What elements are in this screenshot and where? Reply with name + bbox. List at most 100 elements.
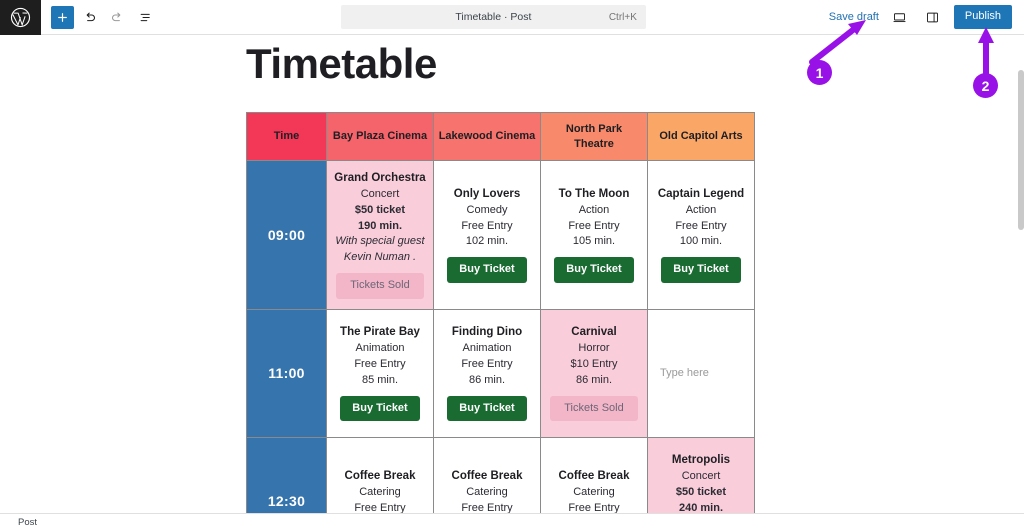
event-detail-line: Concert	[681, 470, 721, 483]
add-block-button[interactable]	[51, 5, 74, 29]
event-detail-line: Concert	[360, 187, 400, 200]
editor-canvas: Timetable Time Bay Plaza Cinema Lakewood C…	[0, 35, 1024, 513]
event-detail-line: Comedy	[466, 203, 508, 216]
buy-ticket-button[interactable]: Buy Ticket	[447, 257, 527, 283]
event-detail-line: With special guest	[335, 235, 425, 248]
event-detail-line: Animation	[462, 341, 512, 354]
timetable-event-cell[interactable]: Only Lovers Comedy Free Entry 102 min. Buy T…	[433, 160, 541, 310]
timetable-event-cell[interactable]: The Pirate Bay Animation Free Entry 85 min.…	[326, 308, 434, 438]
event-detail-line: Catering	[359, 485, 401, 498]
event-detail-line: Action	[685, 203, 717, 216]
event-detail-line: Animation	[355, 341, 405, 354]
event-detail-line: $50 ticket	[675, 485, 727, 498]
command-bar-shortcut: Ctrl+K	[608, 11, 637, 23]
event-detail-line: Catering	[466, 485, 508, 498]
event-detail-line: 240 min.	[678, 501, 724, 513]
event-title: Carnival	[571, 326, 617, 339]
event-detail-line: Free Entry	[568, 501, 620, 513]
event-title: The Pirate Bay	[340, 326, 420, 339]
event-detail-line: 100 min.	[679, 235, 723, 248]
buy-ticket-button[interactable]: Buy Ticket	[661, 257, 741, 283]
annotation-marker-2: 2	[973, 73, 998, 98]
redo-button[interactable]	[104, 4, 130, 30]
timetable-body: 09:00 Grand Orchestra Concert $50 ticket 190…	[246, 160, 755, 513]
event-detail-line: Catering	[573, 485, 615, 498]
timetable-event-cell[interactable]: Grand Orchestra Concert $50 ticket 190 min.…	[326, 160, 434, 310]
timetable-header-cell[interactable]: Bay Plaza Cinema	[326, 112, 434, 161]
desktop-preview-icon[interactable]	[888, 5, 912, 29]
settings-panel-icon[interactable]	[921, 5, 945, 29]
timetable-block: Time Bay Plaza Cinema Lakewood Cinema North…	[246, 112, 755, 513]
toolbar-right-group: Save draft Publish	[829, 5, 1024, 29]
publish-button[interactable]: Publish	[953, 5, 1012, 29]
event-title: Metropolis	[671, 454, 731, 467]
timetable-header-cell[interactable]: North Park Theatre	[540, 112, 648, 161]
buy-ticket-button[interactable]: Buy Ticket	[340, 395, 420, 421]
timetable-event-cell[interactable]: Captain Legend Action Free Entry 100 min. Bu…	[647, 160, 755, 310]
editor-toolbar: Timetable · Post Ctrl+K Save draft Publi…	[0, 0, 1024, 35]
command-bar-title: Timetable · Post	[455, 11, 532, 23]
timetable-event-cell[interactable]: Carnival Horror $10 Entry 86 min. Tickets So…	[540, 308, 648, 438]
tickets-sold-badge: Tickets Sold	[336, 273, 424, 299]
command-palette-bar[interactable]: Timetable · Post Ctrl+K	[340, 5, 646, 29]
timetable-header-cell[interactable]: Time	[246, 112, 327, 161]
event-title: Captain Legend	[657, 187, 745, 200]
breadcrumb[interactable]: Post	[18, 516, 38, 528]
event-detail-line: 190 min.	[357, 219, 403, 232]
event-detail-line: $50 ticket	[354, 203, 406, 216]
event-detail-line: 102 min.	[465, 235, 509, 248]
event-detail-line: Free Entry	[354, 501, 406, 513]
event-title: Grand Orchestra	[334, 172, 426, 184]
event-detail-line: Action	[578, 203, 610, 216]
timetable-event-cell[interactable]: To The Moon Action Free Entry 105 min. Buy T…	[540, 160, 648, 310]
empty-cell-placeholder[interactable]: Type here	[660, 366, 709, 379]
event-title: Only Lovers	[453, 187, 521, 200]
scrollbar-thumb[interactable]	[1018, 70, 1024, 230]
event-title: Coffee Break	[451, 470, 523, 483]
event-detail-line: Free Entry	[675, 219, 727, 232]
event-title: Finding Dino	[451, 326, 523, 339]
timetable-header-cell[interactable]: Lakewood Cinema	[433, 112, 541, 161]
timetable-header-cell[interactable]: Old Capitol Arts	[647, 112, 755, 161]
timetable-header-row: Time Bay Plaza Cinema Lakewood Cinema North…	[246, 112, 755, 161]
toolbar-center-group: Timetable · Post Ctrl+K	[158, 5, 829, 29]
event-title: Coffee Break	[558, 470, 630, 483]
event-detail-line: Free Entry	[354, 357, 406, 370]
event-detail-line: Free Entry	[461, 357, 513, 370]
timetable-event-cell[interactable]: Type here	[647, 308, 755, 438]
table-row: 09:00 Grand Orchestra Concert $50 ticket 190…	[246, 160, 755, 310]
timetable-time-cell[interactable]: 09:00	[246, 160, 327, 310]
buy-ticket-button[interactable]: Buy Ticket	[554, 257, 634, 283]
event-detail-line: 105 min.	[572, 235, 616, 248]
tickets-sold-badge: Tickets Sold	[550, 395, 638, 421]
event-detail-line: Horror	[578, 341, 610, 354]
timetable-event-cell[interactable]: Finding Dino Animation Free Entry 86 min. Bu…	[433, 308, 541, 438]
event-detail-line: 86 min.	[575, 373, 613, 386]
event-detail-line: Free Entry	[568, 219, 620, 232]
event-detail-line: Free Entry	[461, 501, 513, 513]
page-title[interactable]: Timetable	[246, 40, 437, 87]
list-view-button[interactable]	[132, 4, 158, 30]
save-draft-button[interactable]: Save draft	[828, 11, 879, 23]
timetable-time-cell[interactable]: 12:30	[246, 436, 327, 513]
event-detail-line: 85 min.	[361, 373, 399, 386]
buy-ticket-button[interactable]: Buy Ticket	[447, 395, 527, 421]
event-detail-line: $10 Entry	[570, 357, 618, 370]
event-detail-line: Kevin Numan .	[343, 251, 417, 264]
undo-button[interactable]	[76, 4, 102, 30]
timetable-time-cell[interactable]: 11:00	[246, 308, 327, 438]
annotation-marker-1: 1	[807, 60, 832, 85]
event-title: To The Moon	[558, 187, 630, 200]
event-detail-line: 86 min.	[468, 373, 506, 386]
table-row: 11:00 The Pirate Bay Animation Free Entry 85…	[246, 308, 755, 438]
event-title: Coffee Break	[344, 470, 416, 483]
status-bar: Post	[0, 513, 1024, 530]
event-detail-line: Free Entry	[461, 219, 513, 232]
wordpress-logo-icon[interactable]	[0, 0, 41, 35]
